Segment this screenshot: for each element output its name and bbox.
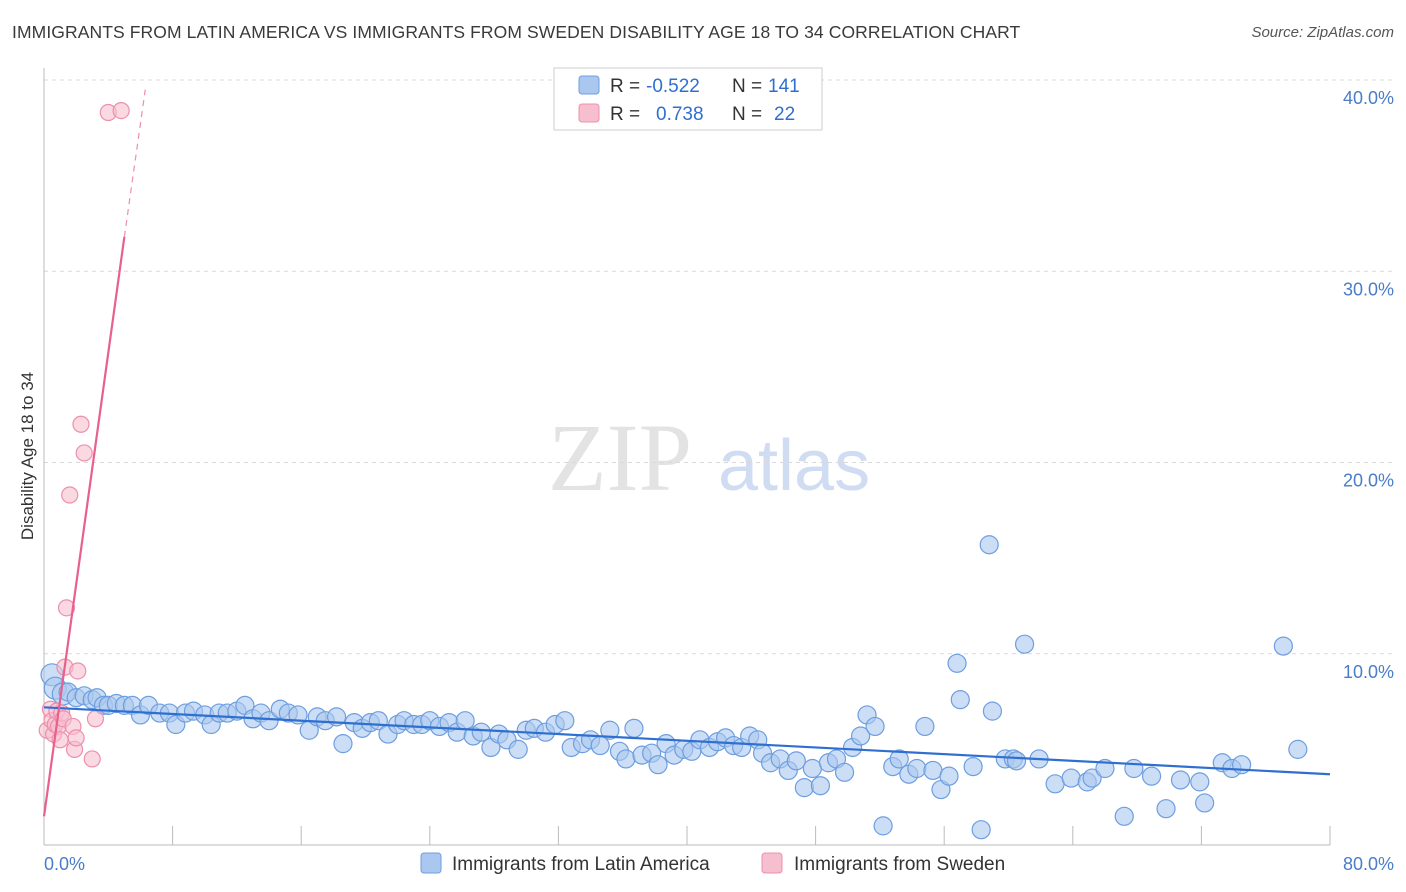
blue-point-114 — [982, 701, 1003, 721]
source-credit: Source: ZipAtlas.com — [1251, 24, 1394, 41]
blue-point-65 — [590, 735, 610, 756]
pink-point-11 — [57, 599, 76, 617]
blue-point-68 — [616, 749, 636, 769]
blue-point-102 — [889, 749, 909, 769]
blue-point-99 — [865, 716, 885, 737]
y-tick-label-0: 10.0% — [1343, 662, 1394, 682]
blue-point-131 — [1195, 793, 1215, 813]
legend-n-value-blue: 141 — [768, 76, 800, 97]
pink-point-17 — [72, 415, 90, 433]
blue-point-124 — [1095, 758, 1115, 779]
blue-point-126 — [1124, 758, 1144, 779]
blue-point-127 — [1141, 766, 1162, 786]
blue-point-128 — [1156, 799, 1176, 819]
legend-n-value-pink: 22 — [774, 104, 795, 125]
x-tick-labels: 0.0% 80.0% — [44, 854, 1394, 874]
blue-point-72 — [648, 755, 668, 775]
trend-line-sweden-extension — [123, 89, 146, 237]
correlation-legend: R = -0.522 N = 141 R = 0.738 N = 22 — [553, 67, 823, 131]
series-latin-america — [40, 535, 1308, 840]
blue-point-36 — [333, 734, 353, 754]
blue-point-136 — [1288, 739, 1308, 759]
blue-point-56 — [508, 739, 528, 759]
bottom-legend-swatch-pink — [761, 852, 783, 874]
blue-point-91 — [802, 758, 822, 779]
blue-point-111 — [963, 756, 983, 777]
blue-point-129 — [1170, 770, 1191, 790]
legend-r-value-blue: -0.522 — [646, 76, 700, 97]
pink-point-22 — [112, 101, 130, 120]
watermark: ZIP atlas — [548, 404, 870, 511]
legend-swatch-blue — [578, 75, 600, 95]
y-axis-title: Disability Age 18 to 34 — [18, 372, 37, 540]
blue-point-123 — [1082, 768, 1102, 788]
blue-point-113 — [979, 535, 999, 555]
legend-r-value-pink: 0.738 — [656, 104, 704, 125]
legend-r-label-blue: R = — [610, 76, 640, 97]
blue-point-120 — [1045, 774, 1065, 794]
chart-title: IMMIGRANTS FROM LATIN AMERICA VS IMMIGRA… — [12, 22, 1021, 42]
legend-n-label-blue: N = — [732, 76, 762, 97]
x-tick-label-0: 0.0% — [44, 854, 85, 874]
blue-point-95 — [834, 762, 855, 782]
blue-point-52 — [471, 722, 491, 742]
pink-point-20 — [86, 710, 105, 728]
y-tick-label-1: 20.0% — [1343, 471, 1394, 491]
trend-lines — [42, 89, 1331, 817]
blue-point-121 — [1061, 768, 1081, 788]
series-sweden — [38, 101, 130, 768]
blue-point-92 — [810, 776, 831, 796]
blue-point-105 — [915, 716, 935, 737]
trend-line-sweden — [42, 236, 126, 817]
blue-point-28 — [259, 711, 279, 731]
blue-point-112 — [971, 820, 991, 840]
blue-point-130 — [1190, 772, 1210, 792]
bottom-legend-label-pink: Immigrants from Sweden — [794, 854, 1005, 875]
legend-n-label-pink: N = — [732, 104, 762, 125]
gridlines — [44, 79, 1394, 655]
blue-point-100 — [873, 816, 893, 836]
trend-line-latin-america — [43, 706, 1331, 776]
watermark-zip: ZIP — [548, 404, 692, 511]
blue-point-89 — [786, 751, 806, 771]
y-tick-label-2: 30.0% — [1343, 279, 1394, 299]
blue-point-118 — [1014, 634, 1035, 654]
bottom-legend-label-blue: Immigrants from Latin America — [452, 854, 710, 875]
blue-point-97 — [851, 726, 871, 746]
blue-point-125 — [1114, 806, 1134, 826]
blue-point-108 — [939, 766, 959, 786]
series-legend: Immigrants from Latin America Immigrants… — [420, 852, 1005, 875]
pink-point-15 — [67, 729, 85, 747]
blue-point-106 — [923, 760, 943, 781]
blue-point-109 — [947, 653, 967, 673]
y-tick-labels: 10.0% 20.0% 30.0% 40.0% — [1343, 88, 1394, 682]
blue-point-61 — [555, 711, 575, 731]
pink-point-18 — [75, 444, 93, 462]
y-tick-label-3: 40.0% — [1343, 88, 1394, 108]
pink-point-12 — [61, 486, 79, 504]
blue-point-66 — [600, 720, 620, 740]
blue-point-90 — [794, 778, 814, 798]
blue-point-110 — [950, 690, 970, 710]
legend-r-label-pink: R = — [610, 104, 640, 125]
x-tick-label-1: 80.0% — [1343, 854, 1394, 874]
pink-point-16 — [69, 662, 87, 680]
legend-swatch-pink — [578, 103, 600, 123]
axes — [43, 68, 1331, 846]
blue-point-104 — [907, 758, 927, 779]
bottom-legend-swatch-blue — [420, 852, 442, 874]
blue-point-135 — [1273, 636, 1293, 656]
watermark-atlas: atlas — [718, 426, 870, 506]
blue-point-117 — [1006, 751, 1027, 771]
blue-point-69 — [624, 718, 644, 738]
pink-point-19 — [83, 750, 101, 768]
